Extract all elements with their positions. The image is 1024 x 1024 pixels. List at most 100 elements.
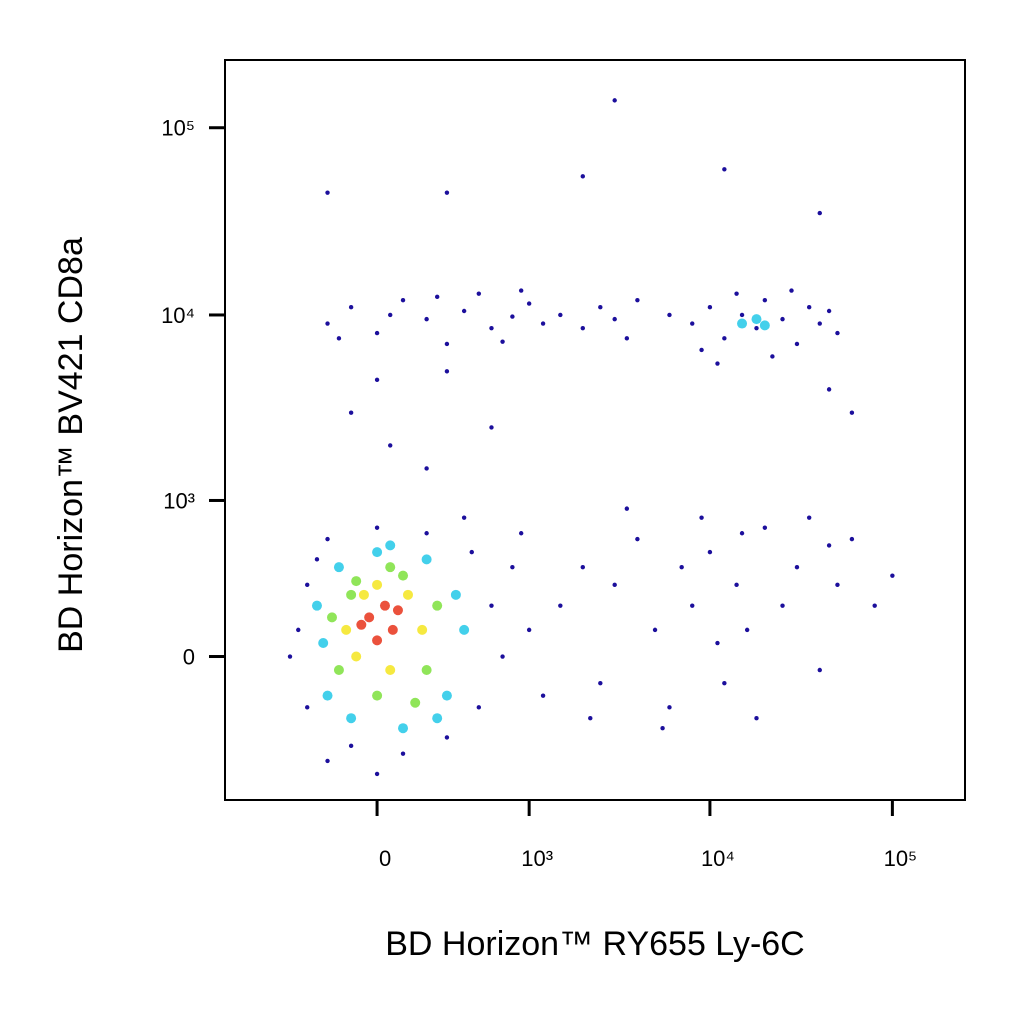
point [469,549,474,555]
point [398,723,409,734]
point [510,564,515,570]
y-tick-label: 0 [183,645,195,670]
point [385,665,396,676]
point [444,735,450,740]
point [387,624,398,635]
point [325,758,330,764]
point [305,705,310,710]
point [624,336,630,341]
point [722,336,727,341]
point [699,347,704,353]
point [424,316,429,322]
point [296,627,301,633]
point [762,525,768,530]
point [580,564,585,570]
point [624,506,630,511]
plot-frame [224,59,966,801]
point [424,466,429,471]
point [690,321,695,326]
point [476,291,482,296]
point [314,557,320,562]
point [348,305,354,310]
point [518,288,524,293]
point [325,536,330,542]
point [690,603,695,608]
point [400,751,406,756]
point [372,690,383,701]
point [612,98,617,103]
point [392,605,403,616]
point [826,308,832,314]
point [341,624,352,635]
point [715,640,720,646]
point [518,531,524,536]
point [374,377,380,383]
point [580,174,585,179]
point [374,771,380,777]
point [459,624,470,635]
point [652,627,658,633]
point [374,525,380,530]
point [780,603,785,608]
point [794,564,800,570]
point [421,665,432,676]
point [385,562,396,573]
point [348,410,354,415]
x-axis-label: BD Horizon™ RY655 Ly-6C [385,925,805,963]
point [441,690,452,701]
point [739,531,745,536]
point [424,531,429,536]
point [679,564,684,570]
point [358,589,369,600]
point [510,314,515,319]
point [660,725,665,731]
point [311,600,322,611]
point [325,321,330,326]
point [789,288,794,293]
point [318,638,329,649]
y-tick-label: 10⁵ [161,116,195,141]
point [762,297,768,303]
point [450,589,461,600]
point [351,651,362,662]
point [402,589,413,600]
point [707,305,713,310]
point [635,536,640,542]
y-axis-label: BD Horizon™ BV421 CD8a [52,237,90,653]
point [322,690,333,701]
point [890,573,895,578]
point [372,635,383,646]
point [374,330,380,336]
x-tick-label: 10⁵ [884,846,918,871]
point [432,600,443,611]
point [739,312,745,318]
point [540,321,546,326]
point [794,341,800,347]
point [336,336,342,341]
point [849,536,855,542]
point [388,312,393,318]
point [598,680,603,686]
point [348,743,354,749]
point [667,312,672,318]
point [715,361,720,366]
point [817,667,822,673]
point [461,515,467,520]
point [826,387,832,392]
point [744,627,750,633]
point [826,543,832,548]
point [558,312,563,318]
point [722,680,727,686]
point [489,325,494,331]
point [287,654,293,659]
point [699,515,704,520]
point [444,190,450,195]
point [770,354,775,359]
x-tick-label: 10⁴ [701,846,735,871]
point [737,318,748,329]
point [751,314,762,325]
point [432,713,443,724]
point [385,540,396,551]
point [806,305,812,310]
point [372,547,383,558]
